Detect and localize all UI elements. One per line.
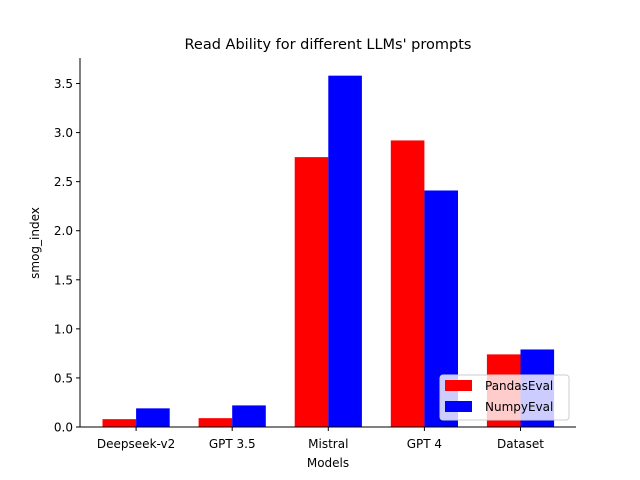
x-tick-label: Dataset xyxy=(497,437,544,451)
bars-group xyxy=(102,75,555,428)
x-tick-label: GPT 4 xyxy=(407,437,442,451)
y-tick-label: 0.5 xyxy=(54,371,73,385)
bar-pandaseval-gpt-4 xyxy=(390,140,425,428)
y-tick-label: 3.5 xyxy=(54,77,73,91)
x-tick-label: GPT 3.5 xyxy=(209,437,256,451)
y-tick-label: 0.0 xyxy=(54,421,73,435)
y-tick-label: 3.0 xyxy=(54,126,73,140)
bar-pandaseval-mistral xyxy=(294,157,329,427)
legend-swatch-numpyeval xyxy=(445,401,472,412)
y-tick-label: 2.0 xyxy=(54,224,73,238)
legend: PandasEval NumpyEval xyxy=(439,374,570,421)
x-tick-label: Deepseek-v2 xyxy=(97,437,175,451)
legend-label-numpyeval: NumpyEval xyxy=(485,400,553,414)
y-tick-label: 2.5 xyxy=(54,175,73,189)
legend-frame xyxy=(439,374,570,421)
bar-numpyeval-deepseek-v2 xyxy=(136,408,170,427)
legend-label-pandaseval: PandasEval xyxy=(485,379,553,393)
x-tick-label: Mistral xyxy=(308,437,348,451)
bar-pandaseval-gpt-3-5 xyxy=(198,418,233,427)
legend-swatch-pandaseval xyxy=(445,380,472,391)
y-ticks-group: 0.0 0.5 1.0 1.5 2.0 2.5 3.0 3.5 xyxy=(54,77,80,435)
x-axis-label: Models xyxy=(307,456,349,470)
bar-numpyeval-gpt-3-5 xyxy=(232,405,266,427)
y-tick-label: 1.5 xyxy=(54,273,73,287)
x-ticks-group: Deepseek-v2 GPT 3.5 Mistral GPT 4 Dataset xyxy=(97,427,544,451)
y-tick-label: 1.0 xyxy=(54,322,73,336)
chart-title: Read Ability for different LLMs' prompts xyxy=(185,37,472,53)
y-axis-label: smog_index xyxy=(28,207,42,279)
bar-pandaseval-deepseek-v2 xyxy=(102,419,137,427)
bar-numpyeval-mistral xyxy=(328,75,362,428)
